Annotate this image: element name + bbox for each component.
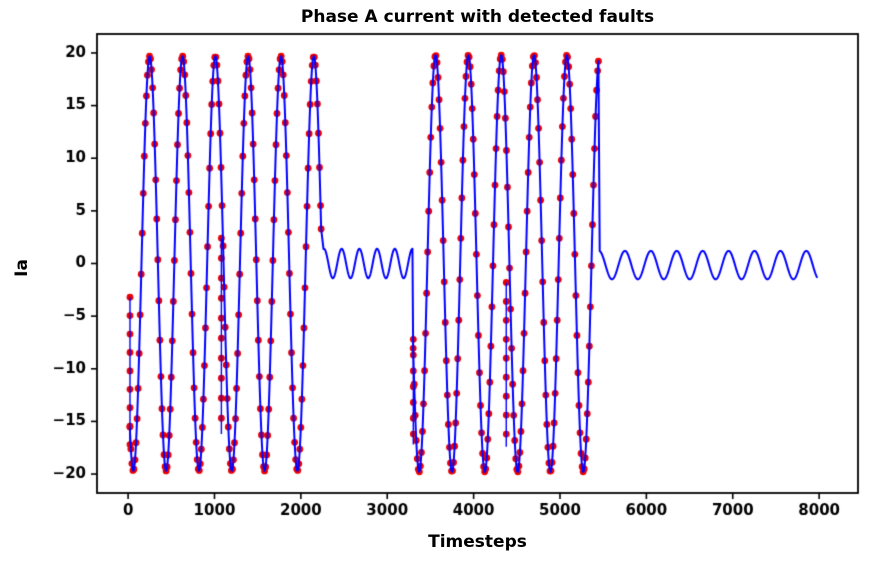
y-axis-label: Ia	[12, 259, 32, 277]
x-axis-label: Timesteps	[428, 532, 527, 552]
chart-title: Phase A current with detected faults	[300, 7, 655, 27]
